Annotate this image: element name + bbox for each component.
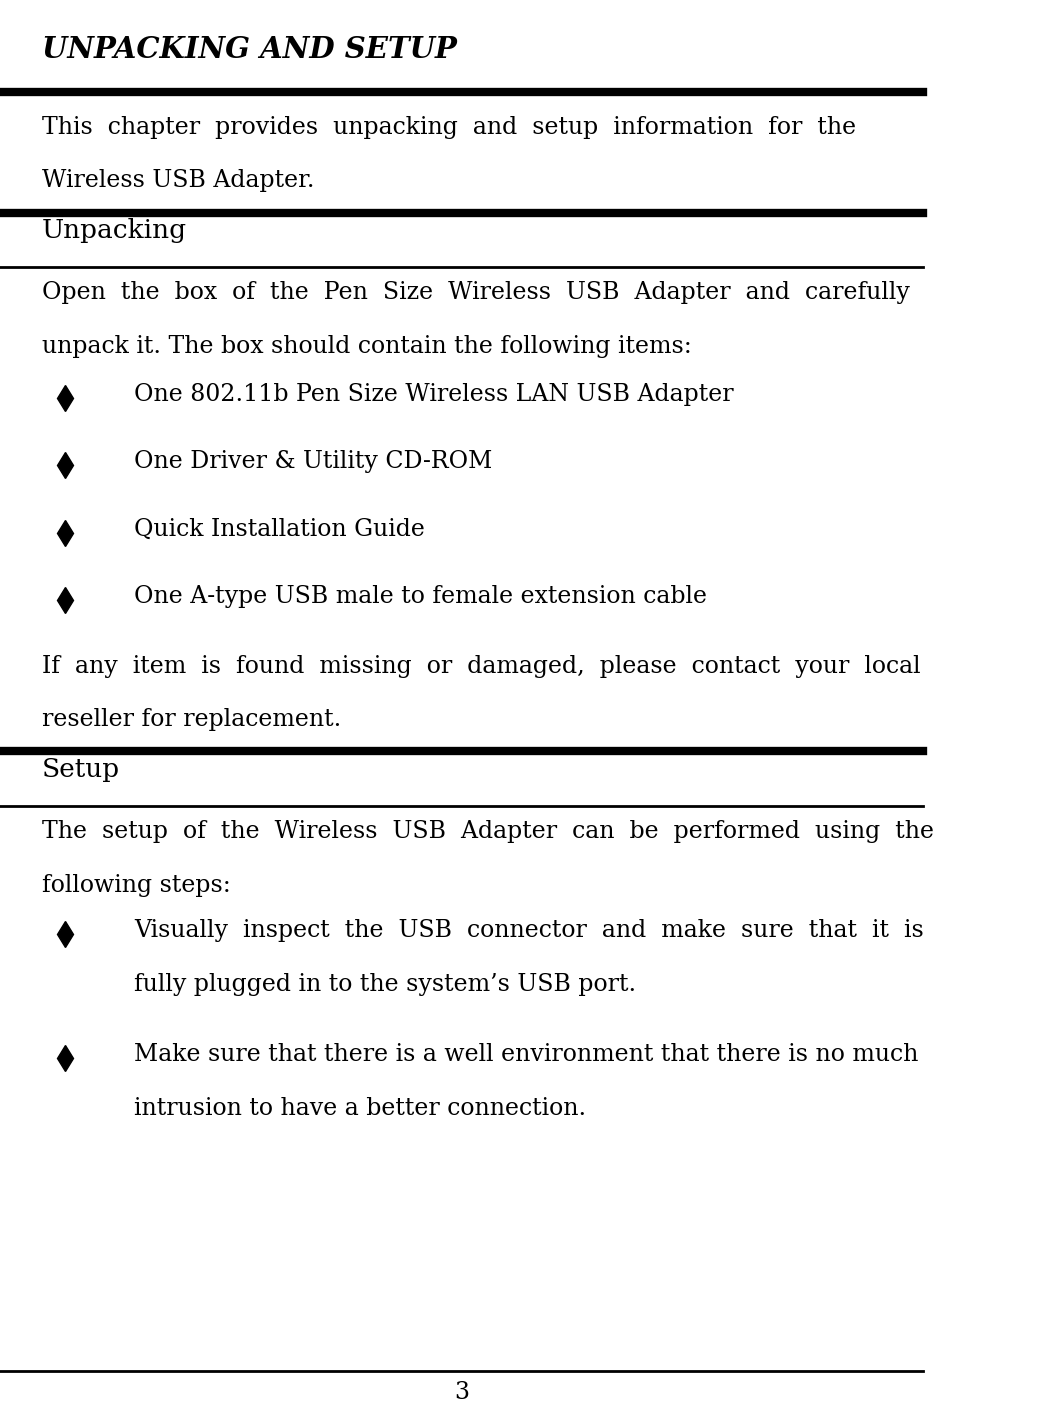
Text: One A-type USB male to female extension cable: One A-type USB male to female extension … — [134, 585, 707, 607]
Text: following steps:: following steps: — [42, 874, 231, 896]
Text: If  any  item  is  found  missing  or  damaged,  please  contact  your  local: If any item is found missing or damaged,… — [42, 654, 920, 678]
Text: Visually  inspect  the  USB  connector  and  make  sure  that  it  is: Visually inspect the USB connector and m… — [134, 919, 924, 942]
Text: unpack it. The box should contain the following items:: unpack it. The box should contain the fo… — [42, 334, 692, 358]
Text: Quick Installation Guide: Quick Installation Guide — [134, 518, 425, 541]
Text: fully plugged in to the system’s USB port.: fully plugged in to the system’s USB por… — [134, 973, 636, 995]
Text: The  setup  of  the  Wireless  USB  Adapter  can  be  performed  using  the: The setup of the Wireless USB Adapter ca… — [42, 820, 933, 843]
Text: Setup: Setup — [42, 758, 120, 782]
Text: One Driver & Utility CD-ROM: One Driver & Utility CD-ROM — [134, 450, 492, 473]
Text: UNPACKING AND SETUP: UNPACKING AND SETUP — [42, 35, 457, 64]
Text: reseller for replacement.: reseller for replacement. — [42, 708, 341, 732]
Text: Unpacking: Unpacking — [42, 218, 187, 244]
Text: Make sure that there is a well environment that there is no much: Make sure that there is a well environme… — [134, 1044, 918, 1066]
Text: This  chapter  provides  unpacking  and  setup  information  for  the: This chapter provides unpacking and setu… — [42, 116, 855, 139]
Text: One 802.11b Pen Size Wireless LAN USB Adapter: One 802.11b Pen Size Wireless LAN USB Ad… — [134, 384, 733, 406]
Text: intrusion to have a better connection.: intrusion to have a better connection. — [134, 1097, 586, 1120]
Text: Wireless USB Adapter.: Wireless USB Adapter. — [42, 170, 314, 193]
Text: Open  the  box  of  the  Pen  Size  Wireless  USB  Adapter  and  carefully: Open the box of the Pen Size Wireless US… — [42, 280, 909, 304]
Text: 3: 3 — [454, 1381, 469, 1403]
